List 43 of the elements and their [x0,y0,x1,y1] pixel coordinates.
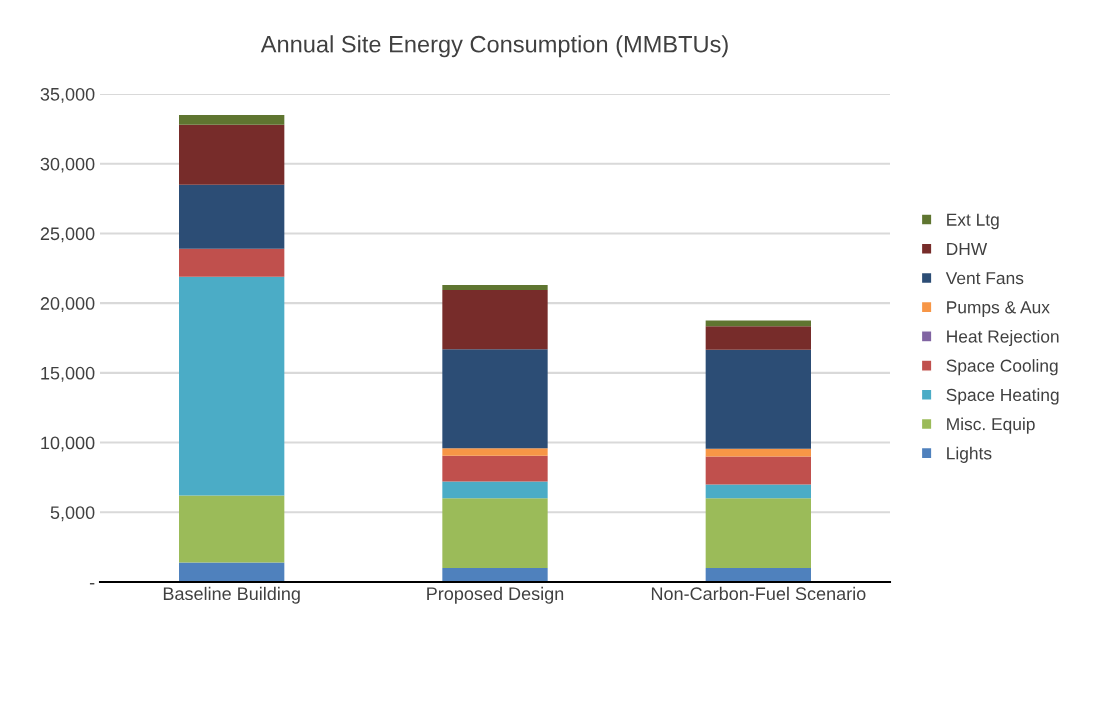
bar [179,248,285,277]
legend-label: DHW [947,242,988,255]
bar [705,349,811,449]
bar [705,498,811,569]
y-tick-label: 35,000 [40,87,95,103]
bar [705,326,811,350]
y-tick-label: 30,000 [40,157,95,173]
y-tick-label: 20,000 [40,297,95,312]
y-tick-label: 25,000 [40,227,95,243]
bar [705,456,811,485]
bar [705,448,811,457]
bar [179,114,285,125]
bar [705,484,811,499]
legend-label: Space Heating [946,388,1059,405]
bar [442,498,548,569]
bar [442,455,548,482]
x-tick-label: Baseline Building [163,586,300,604]
bar [442,448,548,456]
chart-title: Annual Site Energy Consumption (MMBTUs) [260,35,728,58]
bar [179,184,285,249]
bar [442,568,548,582]
bar [705,568,811,582]
bar [442,481,548,499]
bar [442,289,548,350]
legend-label: Heat Rejection [947,329,1059,347]
y-tick-label: 10,000 [41,436,95,452]
legend-label: Ext Ltg [947,213,999,230]
bar [179,562,285,582]
legend-label: Lights [947,446,992,463]
y-tick-label: 15,000 [41,366,95,382]
x-tick-label: Non-Carbon-Fuel Scenario [651,586,866,601]
legend-label: Space Cooling [946,359,1058,376]
bar [179,124,285,185]
legend-label: Vent Fans [945,272,1024,285]
legend-label: Pumps & Aux [947,301,1050,317]
bar [442,349,548,449]
bar [442,285,548,290]
bar [179,276,285,496]
y-tick-label: 5,000 [50,506,95,522]
legend-label: Misc. Equip [947,417,1035,434]
bar [179,495,285,563]
y-tick-label: - [89,583,95,585]
x-tick-label: Proposed Design [427,586,564,604]
